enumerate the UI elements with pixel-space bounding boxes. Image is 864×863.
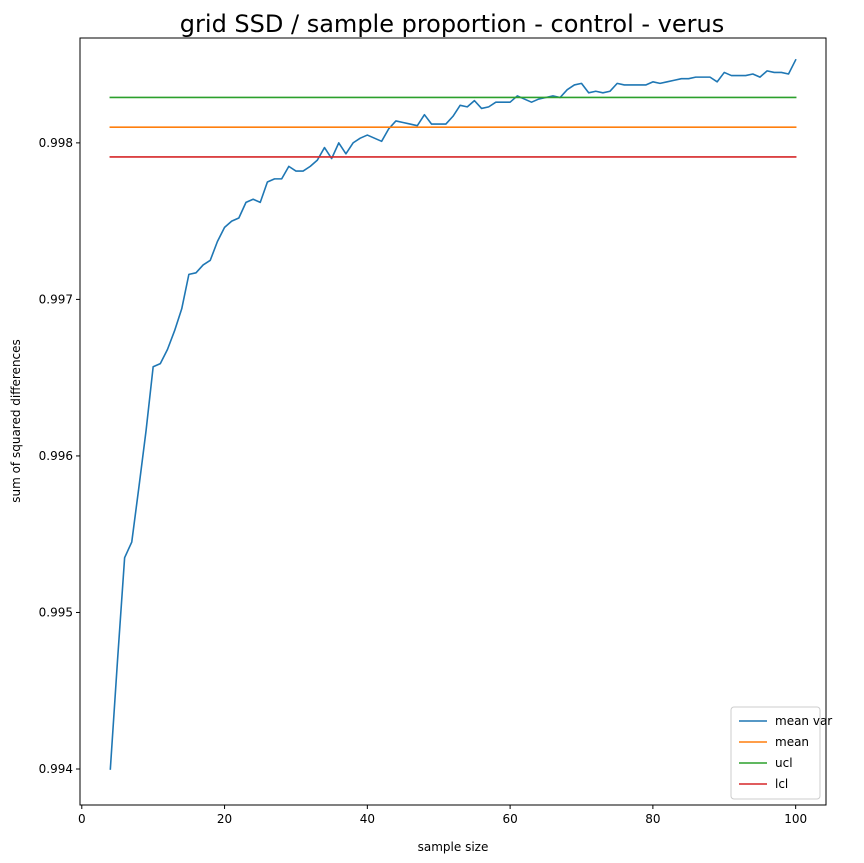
y-tick-label: 0.998 — [39, 136, 73, 150]
x-tick-label: 80 — [645, 812, 660, 826]
y-tick-label: 0.996 — [39, 449, 73, 463]
x-tick-label: 40 — [360, 812, 375, 826]
x-tick-label: 0 — [78, 812, 86, 826]
x-tick-label: 100 — [784, 812, 807, 826]
series-line-mean-var — [109, 58, 797, 770]
x-axis-label: sample size — [418, 840, 489, 854]
legend: mean var mean ucl lcl — [730, 706, 832, 800]
legend-label: ucl — [775, 756, 793, 770]
y-tick-label: 0.995 — [39, 605, 73, 619]
x-tick-label: 60 — [502, 812, 517, 826]
plot-frame — [79, 37, 827, 806]
x-axis: 0 20 40 60 80 100 — [78, 805, 807, 826]
y-axis-label: sum of squared differences — [9, 339, 23, 503]
legend-box — [730, 706, 821, 800]
y-tick-label: 0.994 — [39, 762, 73, 776]
legend-label: lcl — [775, 777, 788, 791]
legend-label: mean var — [775, 714, 832, 728]
x-tick-label: 20 — [217, 812, 232, 826]
legend-label: mean — [775, 735, 809, 749]
y-axis: 0.994 0.995 0.996 0.997 0.998 — [39, 136, 80, 776]
plot-area — [109, 58, 797, 770]
chart-title: grid SSD / sample proportion - control -… — [180, 10, 724, 38]
y-tick-label: 0.997 — [39, 292, 73, 306]
